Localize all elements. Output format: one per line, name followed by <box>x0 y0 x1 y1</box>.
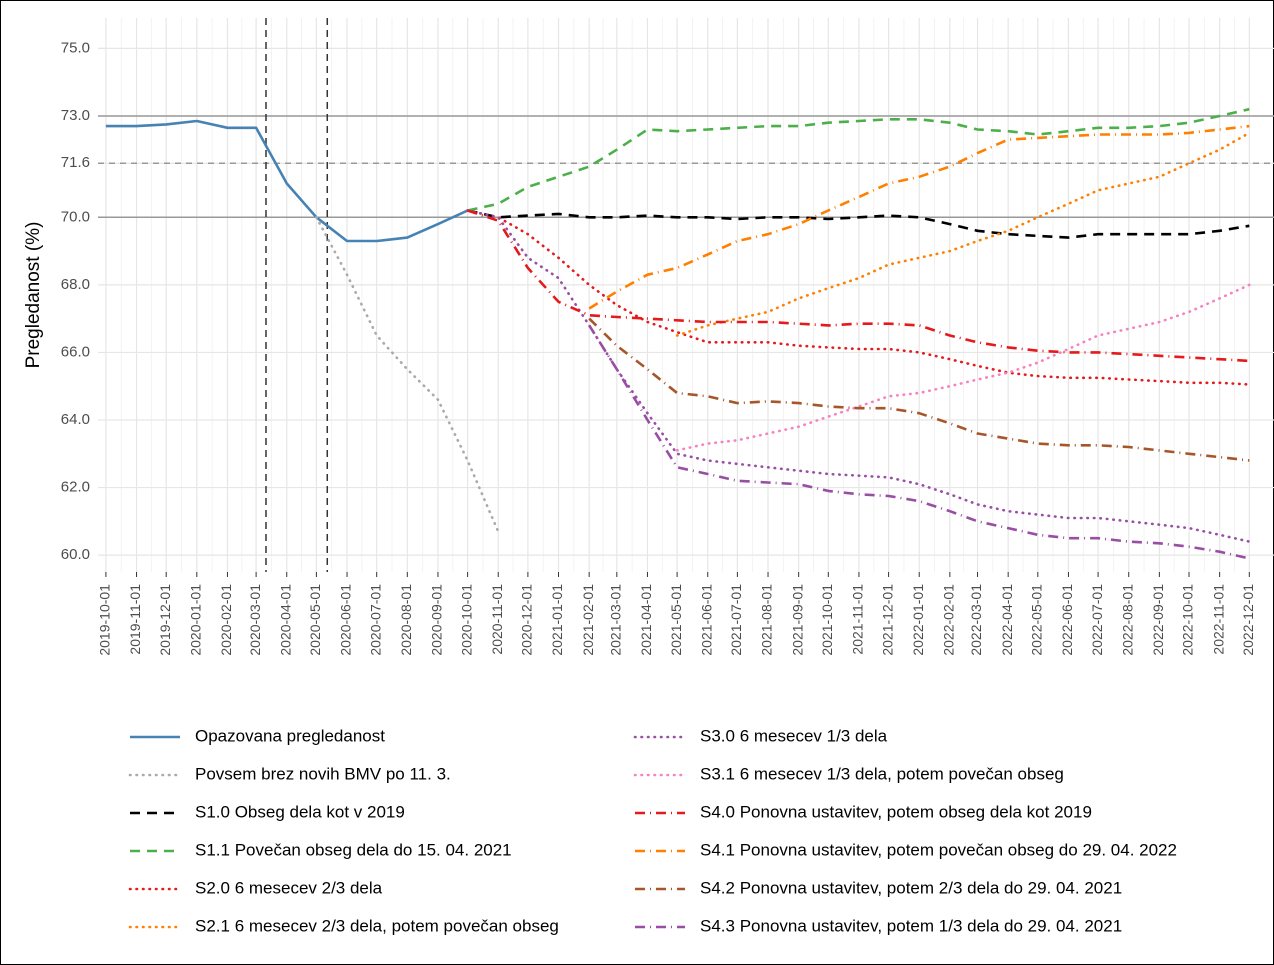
x-tick-label: 2020-02-01 <box>218 584 234 656</box>
legend-label: S4.1 Ponovna ustavitev, potem povečan ob… <box>700 840 1177 859</box>
series-line <box>467 209 1250 239</box>
legend-label: S4.3 Ponovna ustavitev, potem 1/3 dela d… <box>700 916 1122 935</box>
legend-label: S1.0 Obseg dela kot v 2019 <box>195 802 405 821</box>
x-tick-label: 2021-09-01 <box>789 584 805 656</box>
x-tick-label: 2021-02-01 <box>580 584 596 656</box>
x-tick-label: 2022-02-01 <box>941 584 957 656</box>
x-tick-label: 2021-12-01 <box>879 584 895 656</box>
y-tick-label: 73.0 <box>61 107 90 124</box>
series-line <box>466 209 1251 386</box>
y-tick-label: 66.0 <box>61 343 90 360</box>
x-tick-label: 2020-11-01 <box>489 584 505 655</box>
legend-label: S4.0 Ponovna ustavitev, potem obseg dela… <box>700 802 1092 821</box>
x-tick-label: 2022-04-01 <box>999 584 1015 656</box>
x-tick-label: 2019-11-01 <box>127 584 143 655</box>
y-tick-label: 75.0 <box>61 39 90 56</box>
series-line <box>467 209 1250 363</box>
x-tick-label: 2021-07-01 <box>728 584 744 656</box>
legend-label: S2.1 6 mesecev 2/3 dela, potem povečan o… <box>195 916 559 935</box>
x-tick-label: 2020-04-01 <box>277 584 293 656</box>
series-line <box>588 324 1250 560</box>
y-tick-label: 64.0 <box>61 411 90 428</box>
x-tick-label: 2020-12-01 <box>519 584 535 656</box>
y-tick-label: 70.0 <box>61 208 90 225</box>
series-line <box>466 209 1251 543</box>
x-tick-label: 2022-10-01 <box>1180 584 1196 656</box>
x-tick-label: 2022-06-01 <box>1059 584 1075 656</box>
series-line <box>467 107 1250 212</box>
x-tick-label: 2022-12-01 <box>1240 584 1256 656</box>
series-line <box>588 317 1250 462</box>
x-tick-label: 2021-08-01 <box>759 584 775 656</box>
x-tick-label: 2022-11-01 <box>1210 584 1226 655</box>
x-tick-label: 2020-01-01 <box>188 584 204 656</box>
series-line <box>588 124 1250 310</box>
y-axis-label: Pregledanost (%) <box>23 222 44 369</box>
legend-label: Opazovana pregledanost <box>195 726 385 745</box>
x-tick-label: 2021-10-01 <box>819 584 835 656</box>
legend-label: S3.1 6 mesecev 1/3 dela, potem povečan o… <box>700 764 1064 783</box>
y-tick-label: 68.0 <box>61 276 90 293</box>
x-tick-label: 2021-11-01 <box>850 584 866 655</box>
x-tick-label: 2021-05-01 <box>668 584 684 656</box>
x-tick-label: 2022-07-01 <box>1089 584 1105 656</box>
legend-label: S3.0 6 mesecev 1/3 dela <box>700 726 888 745</box>
legend-label: Povsem brez novih BMV po 11. 3. <box>195 764 451 783</box>
y-tick-label: 60.0 <box>61 546 90 563</box>
y-tick-label: 62.0 <box>61 479 90 496</box>
x-tick-label: 2020-07-01 <box>367 584 383 656</box>
legend-label: S4.2 Ponovna ustavitev, potem 2/3 dela d… <box>700 878 1122 897</box>
x-tick-label: 2020-09-01 <box>429 584 445 656</box>
x-tick-label: 2022-08-01 <box>1119 584 1135 656</box>
series-line <box>315 216 500 533</box>
y-tick-label: 71.6 <box>61 154 90 171</box>
x-tick-label: 2022-09-01 <box>1150 584 1166 656</box>
x-tick-label: 2021-04-01 <box>638 584 654 656</box>
x-tick-label: 2019-10-01 <box>97 584 113 656</box>
x-tick-label: 2020-08-01 <box>398 584 414 656</box>
legend-label: S1.1 Povečan obseg dela do 15. 04. 2021 <box>195 840 512 859</box>
x-tick-label: 2020-10-01 <box>458 584 474 656</box>
x-tick-label: 2019-12-01 <box>157 584 173 656</box>
x-tick-label: 2022-01-01 <box>910 584 926 656</box>
x-tick-label: 2022-03-01 <box>968 584 984 656</box>
x-tick-label: 2020-06-01 <box>338 584 354 656</box>
legend-label: S2.0 6 mesecev 2/3 dela <box>195 878 383 897</box>
x-tick-label: 2021-03-01 <box>608 584 624 656</box>
x-tick-label: 2020-03-01 <box>247 584 263 656</box>
series-line <box>105 119 469 243</box>
x-tick-label: 2021-01-01 <box>549 584 565 656</box>
series-line <box>675 283 1251 452</box>
x-tick-label: 2021-06-01 <box>698 584 714 656</box>
x-tick-label: 2022-05-01 <box>1029 584 1045 656</box>
x-tick-label: 2020-05-01 <box>307 584 323 656</box>
